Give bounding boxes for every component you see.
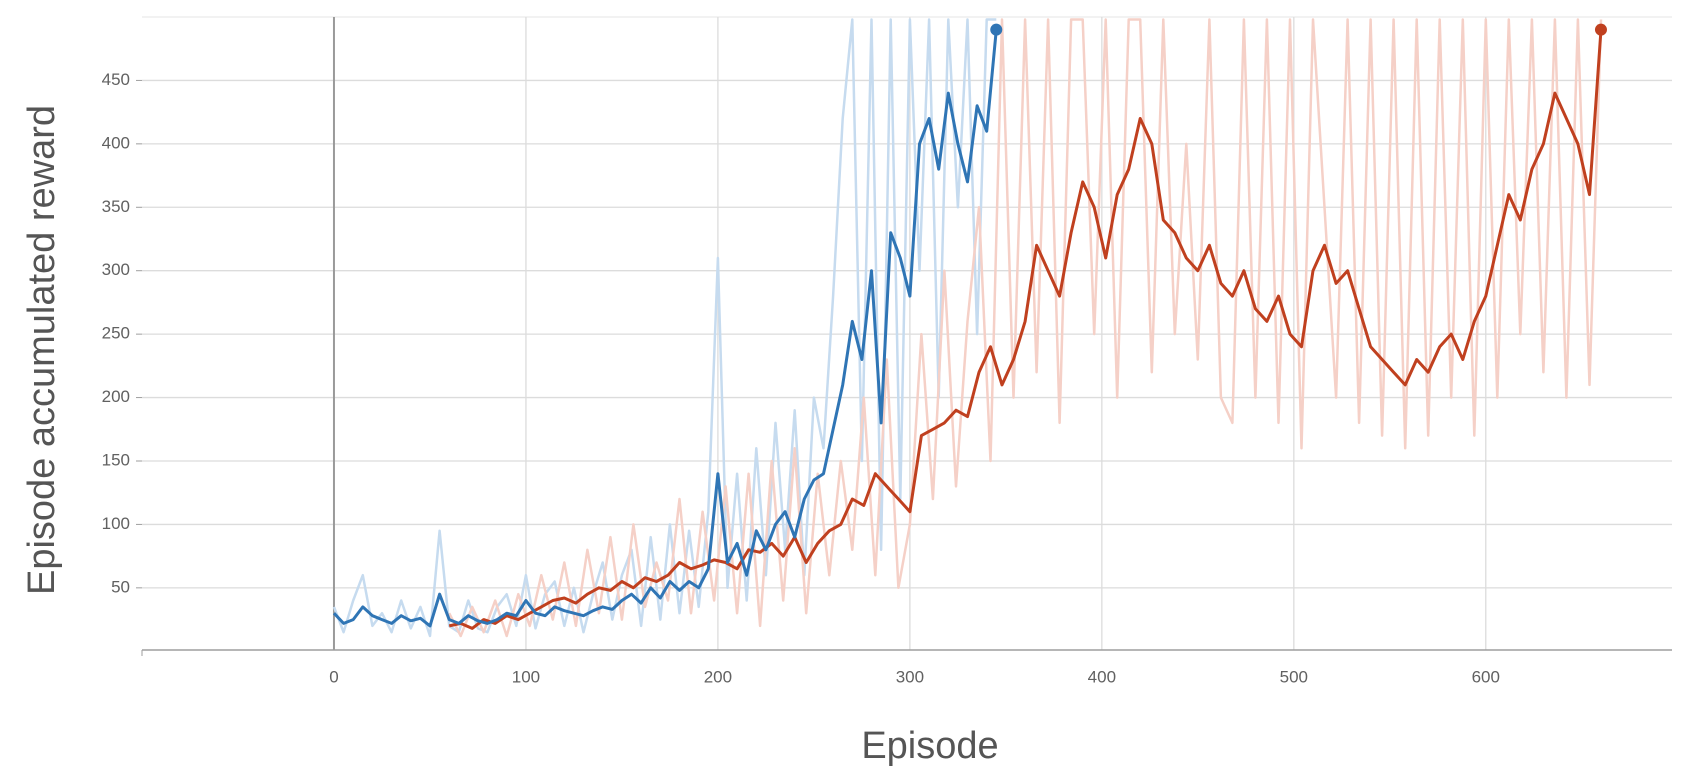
end-marker: [990, 23, 1003, 36]
end-marker: [1594, 23, 1607, 36]
x-tick-label: 500: [1280, 667, 1308, 686]
x-axis-label: Episode: [861, 725, 998, 767]
y-tick-label: 450: [102, 70, 130, 89]
y-tick-label: 50: [111, 577, 130, 596]
x-tick-label: 100: [512, 667, 540, 686]
raw-line: [448, 18, 1603, 638]
x-tick-label: 200: [704, 667, 732, 686]
x-tick-label: 0: [329, 667, 338, 686]
x-tick-label: 300: [896, 667, 924, 686]
raw-line: [332, 18, 997, 638]
y-tick-label: 400: [102, 133, 130, 152]
y-tick-label: 300: [102, 260, 130, 279]
y-tick-label: 100: [102, 514, 130, 533]
y-tick-label: 250: [102, 324, 130, 343]
y-axis-label: Episode accumulated reward: [21, 105, 63, 595]
smoothed-line: [332, 29, 998, 628]
smoothed-line: [448, 29, 1603, 630]
y-tick-label: 150: [102, 450, 130, 469]
y-tick-label: 200: [102, 387, 130, 406]
x-tick-label: 400: [1088, 667, 1116, 686]
y-tick-label: 350: [102, 197, 130, 216]
x-tick-label: 600: [1472, 667, 1500, 686]
